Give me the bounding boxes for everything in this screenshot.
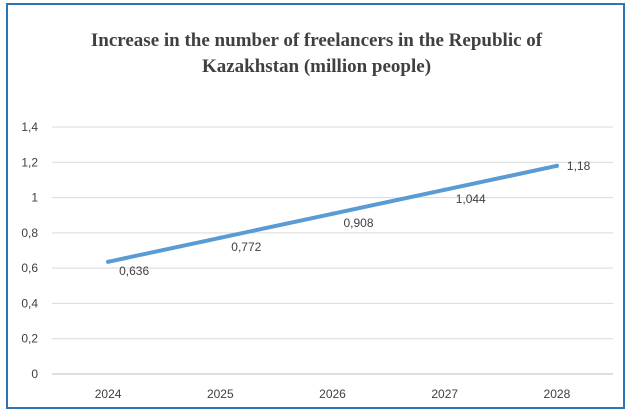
- y-tick-label: 0,4: [21, 296, 38, 310]
- data-point: [106, 259, 111, 264]
- data-point: [554, 163, 559, 168]
- data-point: [442, 187, 447, 192]
- x-tick-label: 2024: [95, 387, 122, 401]
- x-tick-label: 2028: [544, 387, 571, 401]
- chart-title-line-2: Kazakhstan (million people): [201, 56, 432, 77]
- data-point: [330, 211, 335, 216]
- chart-title-line-1: Increase in the number of freelancers in…: [90, 30, 543, 51]
- y-tick-label: 1,4: [21, 120, 38, 134]
- y-tick-label: 1: [31, 191, 38, 205]
- data-label: 0,772: [231, 240, 261, 254]
- data-label: 0,636: [119, 264, 149, 278]
- y-tick-label: 0,8: [21, 226, 38, 240]
- y-tick-label: 1,2: [21, 155, 38, 169]
- chart-frame: [6, 3, 625, 409]
- data-point: [218, 235, 223, 240]
- y-tick-label: 0,6: [21, 261, 38, 275]
- data-label: 1,18: [567, 159, 591, 173]
- x-tick-label: 2025: [207, 387, 234, 401]
- y-tick-label: 0,2: [21, 332, 38, 346]
- data-label: 1,044: [456, 192, 486, 206]
- data-label: 0,908: [344, 216, 374, 230]
- y-tick-label: 0: [31, 367, 38, 381]
- chart-title: Increase in the number of freelancers in…: [0, 28, 633, 80]
- x-tick-label: 2027: [431, 387, 458, 401]
- x-tick-label: 2026: [319, 387, 346, 401]
